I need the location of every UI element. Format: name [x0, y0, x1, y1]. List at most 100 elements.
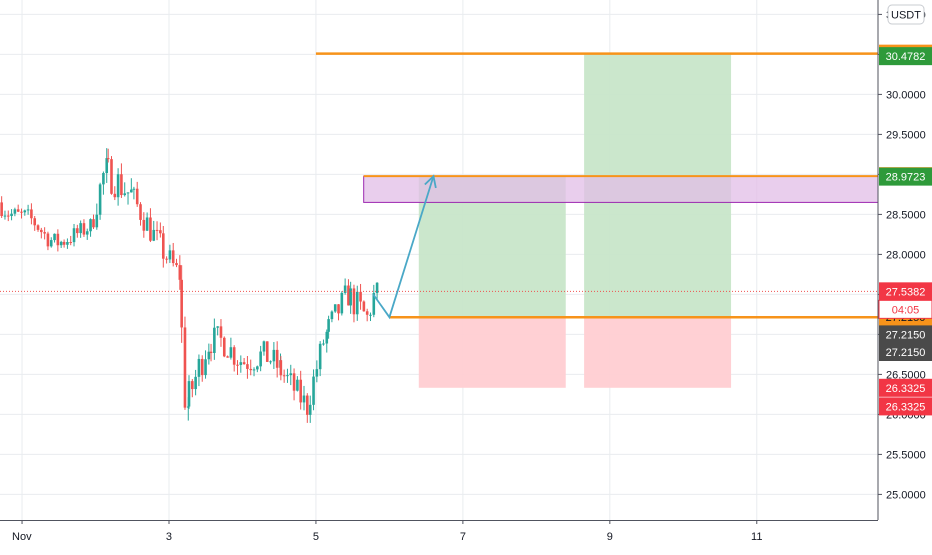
candle-body: [23, 210, 27, 213]
candle-body: [62, 241, 66, 245]
candle-body: [330, 311, 334, 320]
y-tick-label: 26.5000: [886, 369, 926, 381]
candle-body: [207, 351, 211, 360]
candle-body: [69, 242, 73, 244]
candle-body: [171, 250, 175, 264]
x-tick-label: 3: [166, 531, 172, 543]
candle-body: [216, 326, 219, 328]
candle-body: [159, 230, 162, 234]
candle-body: [186, 406, 190, 408]
arrow-head: [424, 174, 437, 189]
candle-body: [3, 215, 7, 217]
countdown-box: [878, 299, 932, 319]
candle-body: [105, 158, 109, 174]
stop-zone: [584, 317, 732, 388]
candle-body: [79, 223, 82, 234]
candle-body: [85, 231, 89, 235]
price-label-text: 28.9723: [886, 172, 926, 184]
candle-body: [322, 343, 325, 345]
price-label-box: [879, 282, 932, 301]
y-tick-label: 30.0000: [886, 89, 926, 101]
candle-body: [46, 233, 50, 247]
candle-body: [113, 193, 117, 198]
x-tick-label: 5: [313, 531, 319, 543]
drawings: [0, 52, 879, 320]
candle-body: [26, 209, 30, 211]
x-axis-ticks: Nov 3 5 7 9 11: [12, 520, 762, 543]
candle-body: [236, 364, 239, 366]
price-label-box: [879, 397, 932, 416]
candle-body: [262, 341, 266, 352]
candle-body: [306, 395, 309, 415]
candle-body: [30, 209, 33, 219]
candle-body: [187, 381, 191, 407]
x-tick-label: Nov: [12, 531, 32, 543]
candle-body: [296, 379, 299, 391]
candle-body: [362, 301, 366, 312]
candle-body: [178, 265, 182, 280]
candle-body: [82, 223, 86, 235]
candle-body: [256, 366, 259, 370]
currency-label: USDT: [891, 10, 921, 22]
candle-body: [343, 285, 347, 293]
x-tick-label: 7: [460, 531, 466, 543]
price-label-text: 30.4782: [886, 51, 926, 63]
stop-zone: [418, 317, 566, 388]
candle-body: [168, 250, 172, 260]
y-axis-panel: [878, 0, 932, 520]
candle-body: [123, 193, 127, 196]
candle-body: [229, 347, 233, 358]
candle-body: [200, 358, 204, 376]
candle-body: [165, 258, 168, 260]
price-labels: 30.509330.478228.977928.972327.538227.21…: [878, 44, 932, 416]
candle-body: [359, 291, 362, 302]
candle-body: [340, 292, 344, 314]
candle-body: [302, 395, 306, 403]
candle-body: [369, 314, 372, 316]
candle-body: [6, 215, 10, 217]
candle-body: [120, 174, 123, 196]
candle-body: [219, 326, 223, 338]
candle-body: [239, 362, 243, 365]
price-label-box: [879, 325, 932, 344]
candle-body: [59, 241, 63, 246]
candle-body: [312, 376, 315, 405]
price-label-text: 27.2150: [886, 347, 926, 359]
y-tick-label: 25.5000: [886, 449, 926, 461]
y-tick-label: 28.0000: [886, 249, 926, 261]
candle-body: [352, 288, 356, 315]
candle-body: [265, 341, 269, 362]
candle-body: [102, 173, 105, 185]
candle-body: [106, 158, 110, 160]
projection-arrow: [372, 175, 435, 320]
candle-body: [66, 242, 69, 245]
y-tick-label: 28.5000: [886, 209, 926, 221]
candle-body: [275, 349, 279, 368]
candle-body: [149, 217, 152, 241]
candle-body: [53, 233, 56, 241]
candle-body: [213, 327, 216, 354]
candle-body: [13, 209, 17, 214]
candle-body: [16, 209, 20, 212]
y-tick-label: 25.0000: [886, 489, 926, 501]
currency-button[interactable]: USDT: [887, 4, 925, 25]
candle-body: [204, 359, 207, 376]
candle-body: [232, 347, 236, 365]
candle-body: [372, 293, 376, 315]
price-label-box: [879, 47, 932, 66]
candle-body: [375, 282, 379, 294]
candle-body: [56, 233, 60, 246]
price-label-text: 27.5382: [886, 286, 926, 298]
candle-body: [242, 362, 246, 365]
countdown-text: 04:05: [892, 304, 920, 316]
x-axis-panel: [0, 520, 932, 550]
price-label-box: [879, 378, 932, 397]
candle-body: [76, 228, 79, 234]
candle-body: [191, 381, 194, 390]
candle-body: [279, 360, 283, 376]
candle-body: [222, 337, 226, 357]
candle-body: [130, 189, 133, 193]
candle-body: [49, 240, 53, 247]
